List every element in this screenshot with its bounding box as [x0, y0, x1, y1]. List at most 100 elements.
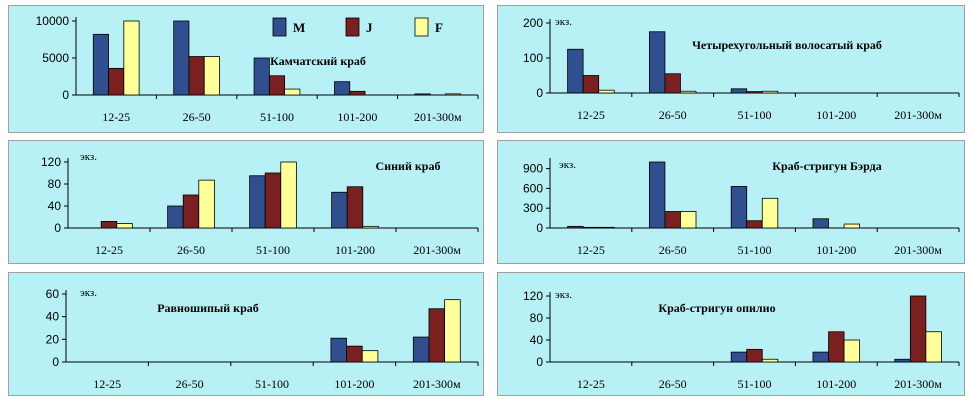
y-tick-label: 40: [48, 199, 62, 213]
x-tick-label: 201-300м: [894, 243, 942, 257]
unit-label: экз.: [80, 151, 97, 163]
bar-M-101-200: [334, 81, 351, 96]
unit-label: экз.: [80, 287, 97, 299]
bar-M-101-200: [812, 351, 829, 363]
x-tick-label: 51-100: [255, 377, 289, 391]
bar-J-51-100: [746, 348, 763, 363]
bar-M-201-300м: [412, 336, 430, 363]
y-tick-label: 5000: [42, 51, 69, 65]
x-tick-label: 51-100: [260, 110, 294, 124]
bar-F-12-25: [598, 89, 615, 94]
y-tick-label: 200: [523, 16, 543, 30]
y-tick-label: 60: [46, 287, 60, 301]
bar-F-101-200: [843, 223, 861, 229]
chart-svg-3: 0 40 80 120 экз. 12-25 26-50 51-100 101-200 201-3…: [8, 140, 484, 264]
y-tick-label: 600: [523, 181, 543, 195]
y-tick-label: 80: [48, 177, 62, 191]
chart-title: Краб-стригун Бэрда: [772, 159, 881, 173]
x-tick-label: 12-25: [577, 377, 605, 391]
x-tick-label: 101-200: [337, 110, 377, 124]
bar-M-26-50: [648, 161, 666, 229]
bar-F-26-50: [198, 179, 215, 229]
chart-title: Синий краб: [376, 159, 441, 173]
x-tick-label: 12-25: [93, 377, 121, 391]
y-tick-label: 0: [52, 355, 59, 369]
bar-F-201-300м: [925, 331, 942, 363]
bar-M-51-100: [730, 351, 748, 363]
x-tick-label: 12-25: [577, 243, 605, 257]
x-tick-label: 101-200: [816, 108, 856, 122]
x-tick-label: 201-300м: [413, 377, 461, 391]
bar-F-201-300м: [445, 93, 462, 96]
x-tick-label: 26-50: [659, 243, 687, 257]
panel-background: [497, 5, 965, 133]
bar-M-101-200: [812, 218, 829, 229]
bar-M-201-300м: [414, 93, 431, 96]
y-tick-label: 0: [536, 86, 543, 100]
legend-label-J: J: [366, 20, 373, 35]
bar-J-101-200: [346, 186, 364, 229]
x-tick-label: 51-100: [738, 108, 772, 122]
bar-J-201-300м: [909, 295, 927, 363]
bar-J-26-50: [188, 56, 205, 96]
bar-J-26-50: [182, 194, 200, 229]
y-tick-label: 80: [530, 311, 544, 325]
chart-title: Камчатский краб: [270, 54, 366, 68]
bar-F-51-100: [284, 88, 301, 96]
bar-F-26-50: [680, 90, 697, 94]
chart-svg-6: 0 40 80 120 экз. 12-25 26-50 51-100 101-200 201-3…: [497, 272, 965, 396]
bar-F-12-25: [598, 226, 615, 229]
chart-svg-5: 0 20 40 60 экз. 12-25 26-50 51-100 101-200 201-30…: [8, 272, 484, 396]
x-tick-label: 101-200: [334, 377, 374, 391]
y-tick-label: 0: [536, 221, 543, 235]
x-tick-label: 26-50: [176, 377, 204, 391]
bar-M-51-100: [730, 88, 748, 94]
chart-title: Четырехугольный волосатый краб: [692, 38, 882, 52]
bar-J-51-100: [746, 91, 763, 94]
y-tick-label: 120: [41, 155, 61, 169]
y-tick-label: 100: [523, 51, 543, 65]
bar-J-12-25: [108, 67, 125, 96]
bar-J-12-25: [100, 221, 118, 229]
bar-F-51-100: [761, 90, 779, 94]
bar-F-12-25: [116, 223, 133, 229]
chart-panel-5: 0 20 40 60 экз. 12-25 26-50 51-100 101-200 201-30…: [8, 272, 484, 396]
bar-J-26-50: [664, 73, 681, 94]
bar-F-51-100: [761, 197, 779, 229]
bar-F-101-200: [362, 225, 379, 229]
chart-svg-2: 0 100 200 экз. 12-25 26-50 51-100 101-200 201-30…: [497, 5, 965, 133]
bar-J-101-200: [828, 331, 845, 363]
panel-background: [8, 272, 484, 396]
bar-M-12-25: [567, 48, 584, 94]
x-tick-label: 101-200: [816, 243, 856, 257]
y-tick-label: 300: [523, 201, 543, 215]
x-tick-label: 12-25: [95, 243, 123, 257]
bar-J-26-50: [664, 211, 681, 229]
chart-title: Равношипый краб: [157, 301, 259, 315]
x-tick-label: 26-50: [183, 110, 211, 124]
bar-M-51-100: [253, 57, 270, 96]
unit-label: экз.: [555, 16, 572, 28]
x-tick-label: 51-100: [256, 243, 290, 257]
legend-label-F: F: [435, 20, 443, 35]
chart-panel-2: 0 100 200 экз. 12-25 26-50 51-100 101-200 201-30…: [497, 5, 965, 133]
bar-J-101-200: [349, 90, 366, 96]
bar-J-12-25: [582, 226, 600, 229]
chart-panel-1: 0 5000 10000 12-25 26-50 51-100 101-200 201-300…: [8, 5, 484, 133]
bar-J-51-100: [268, 75, 286, 96]
y-tick-label: 40: [46, 310, 60, 324]
bar-F-101-200: [843, 339, 861, 363]
x-tick-label: 26-50: [659, 377, 687, 391]
bar-J-51-100: [264, 172, 282, 229]
y-tick-label: 0: [54, 221, 61, 235]
chart-svg-1: 0 5000 10000 12-25 26-50 51-100 101-200 201-300…: [8, 5, 484, 133]
x-tick-label: 201-300м: [413, 243, 461, 257]
x-tick-label: 51-100: [738, 377, 772, 391]
x-tick-label: 26-50: [659, 108, 687, 122]
bar-J-12-25: [582, 75, 600, 94]
bar-M-12-25: [567, 225, 584, 229]
bar-M-201-300м: [894, 358, 911, 363]
bar-J-201-300м: [428, 308, 446, 363]
bar-M-26-50: [167, 205, 184, 229]
